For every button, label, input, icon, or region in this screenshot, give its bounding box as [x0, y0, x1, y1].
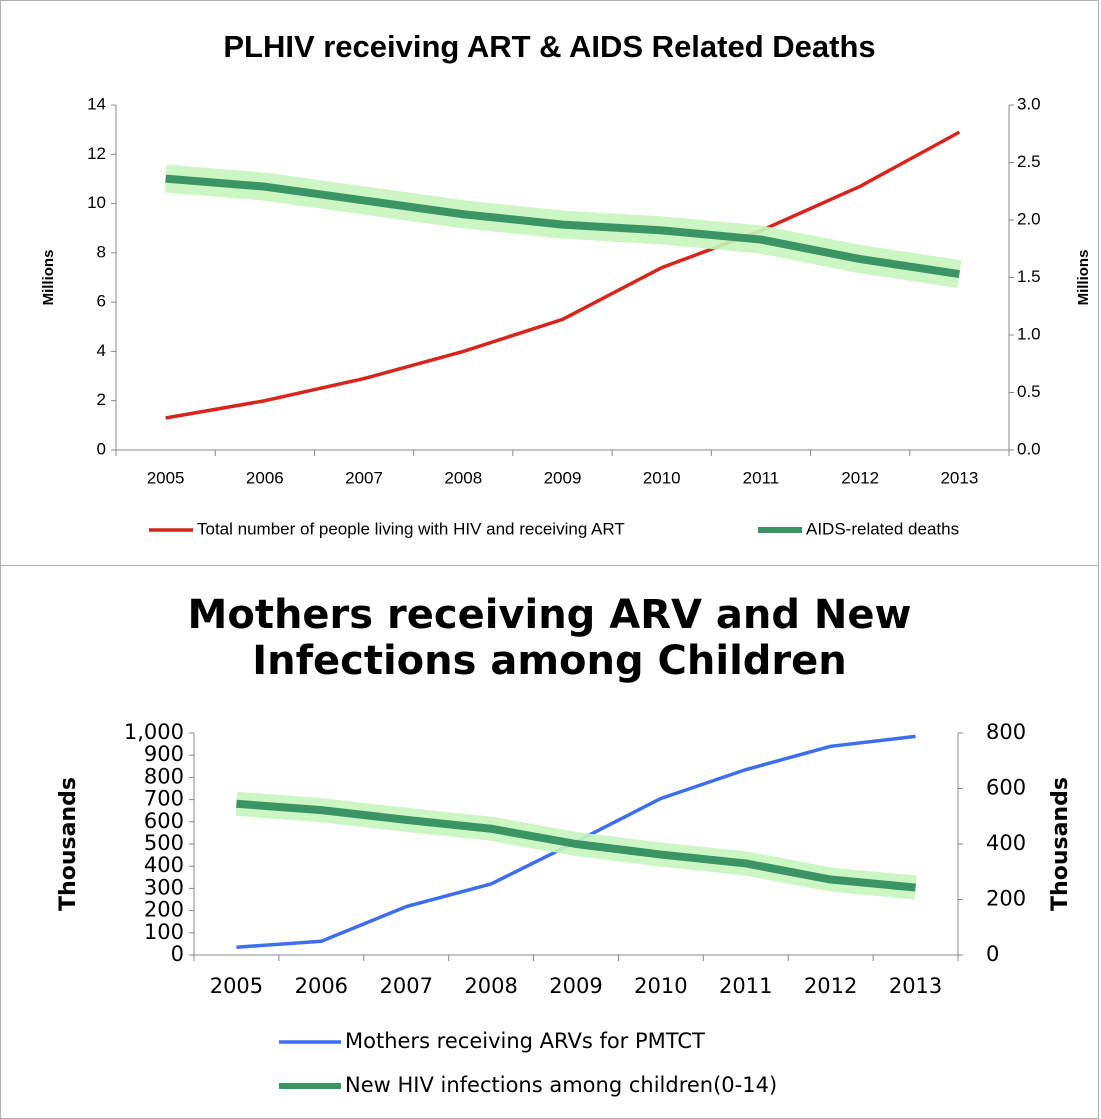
y2-tick-label: 0.0 — [1017, 439, 1041, 458]
x-tick-label: 2007 — [379, 974, 432, 998]
chart: 0 2 4 6 8 10 12 14 0.0 0.5 1.0 1.5 2.0 2.5 3.0 2005 2006… — [40, 94, 1092, 538]
legend-label: Mothers receiving ARVs for PMTCT — [345, 1029, 705, 1053]
y2-tick-label: 200 — [986, 887, 1026, 911]
legend-label: AIDS-related deaths — [806, 519, 959, 538]
y-tick-label: 4 — [97, 341, 106, 360]
y2-axis-label: Millions — [1075, 250, 1092, 306]
x-tick-label: 2005 — [147, 468, 185, 487]
y-tick-label: 14 — [87, 94, 106, 113]
y-axis-label: Thousands — [56, 777, 81, 911]
y-tick-label: 1,000 — [124, 720, 184, 744]
y-axis-label: Millions — [40, 250, 57, 306]
series-line — [236, 799, 916, 892]
y2-tick-label: 0.5 — [1017, 382, 1041, 401]
y2-tick-label: 400 — [986, 831, 1026, 855]
y2-tick-label: 1.5 — [1017, 267, 1041, 286]
y2-tick-label: 1.0 — [1017, 324, 1041, 343]
y-tick-label: 800 — [144, 764, 184, 788]
y-tick-label: 600 — [144, 809, 184, 833]
chart-panel: PLHIV receiving ART & AIDS Related Death… — [0, 0, 1099, 566]
y-tick-label: 8 — [97, 242, 106, 261]
y2-tick-label: 600 — [986, 776, 1026, 800]
chart-title: PLHIV receiving ART & AIDS Related Death… — [223, 29, 876, 64]
y2-tick-label: 3.0 — [1017, 94, 1041, 113]
y-tick-label: 12 — [87, 144, 106, 163]
y2-axis-label: Thousands — [1048, 777, 1073, 911]
chart-panel: Mothers receiving ARV and New Infections… — [0, 565, 1099, 1119]
x-tick-label: 2006 — [295, 974, 348, 998]
y-tick-label: 400 — [144, 853, 184, 877]
y2-tick-label: 0 — [986, 942, 999, 966]
y2-tick-label: 2.0 — [1017, 209, 1041, 228]
x-tick-label: 2010 — [634, 974, 687, 998]
x-tick-label: 2009 — [549, 974, 602, 998]
y-tick-label: 6 — [97, 292, 106, 311]
x-tick-label: 2005 — [210, 974, 263, 998]
y-tick-label: 500 — [144, 831, 184, 855]
y-tick-label: 0 — [171, 942, 184, 966]
y-tick-label: 2 — [97, 390, 106, 409]
y-tick-label: 200 — [144, 898, 184, 922]
series-line — [165, 174, 960, 279]
x-tick-label: 2008 — [444, 468, 482, 487]
legend-label: Total number of people living with HIV a… — [197, 519, 625, 538]
x-tick-label: 2011 — [719, 974, 772, 998]
chart: 01002003004005006007008009001,0000200400… — [56, 720, 1073, 1097]
y-tick-label: 700 — [144, 787, 184, 811]
y-tick-label: 100 — [144, 920, 184, 944]
x-tick-label: 2008 — [464, 974, 517, 998]
y-tick-label: 300 — [144, 875, 184, 899]
y-tick-label: 0 — [97, 439, 106, 458]
y2-tick-label: 800 — [986, 720, 1026, 744]
x-tick-label: 2006 — [246, 468, 284, 487]
x-tick-label: 2009 — [544, 468, 582, 487]
x-tick-label: 2013 — [940, 468, 978, 487]
y2-tick-label: 2.5 — [1017, 152, 1041, 171]
x-tick-label: 2012 — [841, 468, 879, 487]
legend-label: New HIV infections among children(0-14) — [345, 1073, 777, 1097]
y-tick-label: 10 — [87, 193, 106, 212]
x-tick-label: 2013 — [889, 974, 942, 998]
x-tick-label: 2011 — [743, 468, 780, 487]
chart-title: Mothers receiving ARV and New Infections… — [187, 592, 912, 684]
y-tick-label: 900 — [144, 742, 184, 766]
series-line — [165, 130, 961, 420]
x-tick-label: 2010 — [643, 468, 681, 487]
x-tick-label: 2007 — [345, 468, 383, 487]
x-tick-label: 2012 — [804, 974, 857, 998]
